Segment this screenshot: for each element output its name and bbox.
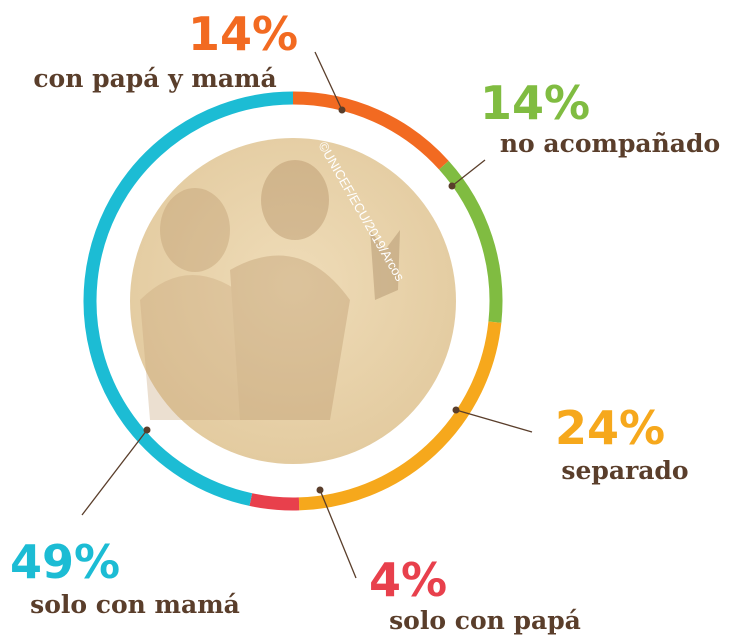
chart: ©UNICEF/ECU/2019/Arcos 14%con papá y mam…: [0, 0, 742, 642]
value-label: 24%: [555, 401, 665, 455]
donut-segment: [251, 500, 299, 504]
category-label: con papá y mamá: [33, 64, 276, 93]
leader-dot: [339, 107, 346, 114]
leader-dot: [317, 487, 324, 494]
leader-dot: [449, 183, 456, 190]
leader-dot: [453, 407, 460, 414]
leader-line: [82, 430, 147, 515]
leader-line: [456, 410, 532, 432]
value-label: 49%: [10, 535, 120, 589]
category-label: separado: [561, 456, 688, 485]
category-label: solo con papá: [389, 606, 581, 635]
value-label: 14%: [480, 76, 590, 130]
category-label: solo con mamá: [30, 590, 240, 619]
category-label: no acompañado: [500, 129, 720, 158]
value-label: 4%: [369, 553, 447, 607]
value-label: 14%: [188, 7, 298, 61]
leader-dot: [144, 427, 151, 434]
